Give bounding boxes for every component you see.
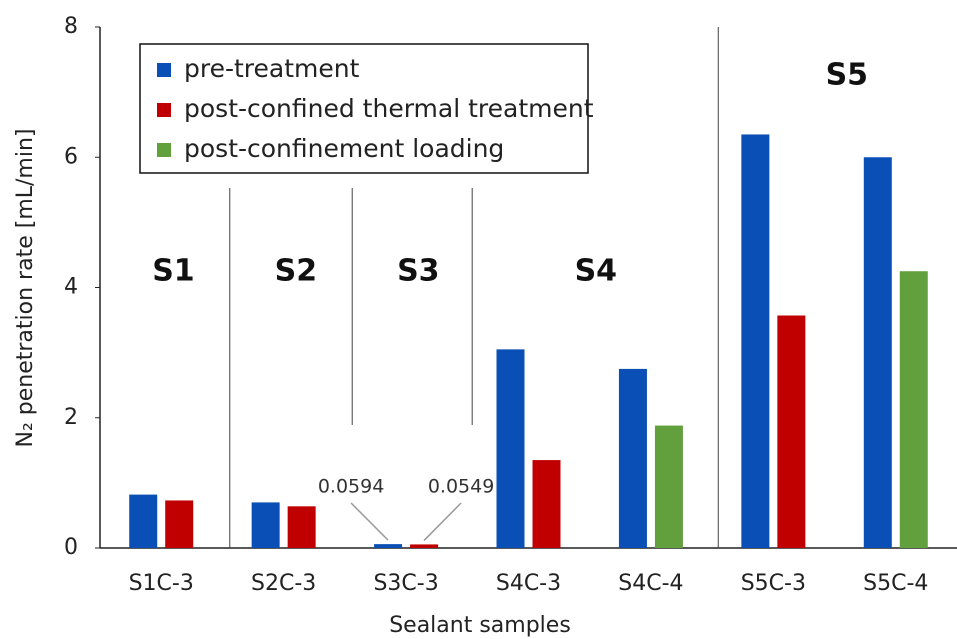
x-tick-label: S2C-3 [251,571,316,596]
x-tick-label: S5C-4 [863,571,928,596]
group-label: S5 [826,58,868,93]
x-tick-label: S1C-3 [129,571,194,596]
group-label: S2 [275,254,317,289]
bar [287,506,316,548]
x-tick-label: S4C-4 [618,571,683,596]
bar [618,368,647,548]
bar [496,349,525,548]
x-tick-label: S3C-3 [373,571,438,596]
bar [251,502,280,548]
bar [863,157,892,548]
annotation-leader [350,502,389,541]
bar [741,134,770,549]
y-tick-label: 6 [64,144,78,169]
group-label: S4 [575,254,617,289]
y-tick-label: 0 [64,535,78,560]
y-tick-label: 4 [64,275,78,300]
legend-swatch [157,63,171,77]
bar [532,460,561,548]
bar [374,544,403,548]
legend-box [139,43,589,174]
value-label: 0.0549 [428,476,494,498]
x-tick-label: S4C-3 [496,571,561,596]
group-label: S1 [152,254,194,289]
annotation-leader [423,502,462,541]
bar [165,500,194,548]
bar [129,494,158,548]
legend-label: pre-treatment [184,54,360,83]
legend-swatch [157,143,171,157]
bar [899,271,928,548]
legend-swatch [157,103,171,117]
y-tick-label: 8 [64,14,78,39]
x-axis-label: Sealant samples [389,613,571,638]
legend-label: post-confinement loading [184,134,504,163]
x-tick-label: S5C-3 [741,571,806,596]
bar [777,315,806,548]
bar [410,544,439,548]
legend-label: post-confined thermal treatment [184,94,594,123]
y-axis-label: N₂ penetration rate [mL/min] [13,129,38,448]
group-label: S3 [397,254,439,289]
value-label: 0.0594 [318,476,384,498]
bar [654,425,683,548]
y-tick-label: 2 [64,405,78,430]
